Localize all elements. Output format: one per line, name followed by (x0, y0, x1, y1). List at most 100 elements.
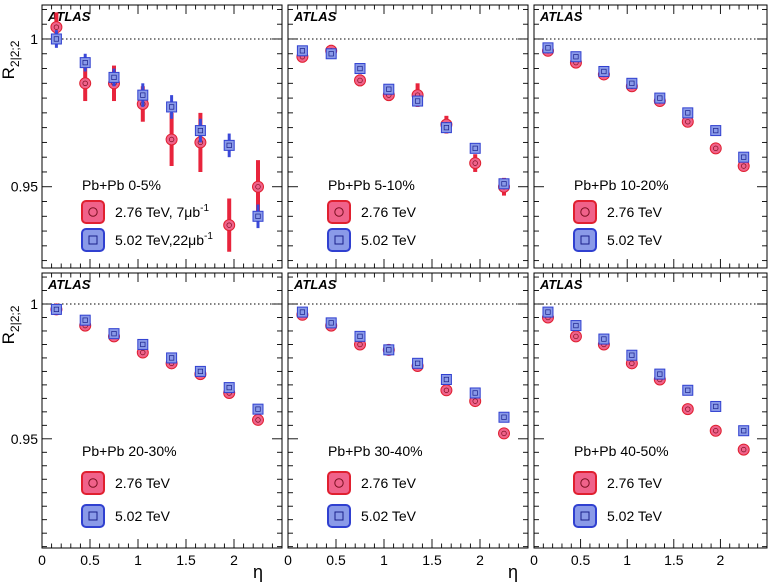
legend-swatch-276 (327, 200, 351, 224)
data-point (440, 122, 452, 134)
x-tick-label: 1.5 (176, 552, 196, 568)
data-point-inner (169, 104, 175, 110)
legend-marker-circle (580, 478, 590, 488)
data-point (709, 142, 722, 155)
data-point (296, 45, 308, 57)
data-point-inner (472, 160, 478, 166)
legend-marker-circle (334, 207, 344, 217)
legend: Pb+Pb 0-5% 2.76 TeV, 7μb-1 5.02 TeV,22μb-1 (81, 177, 213, 252)
data-point-inner (629, 352, 635, 358)
y-tick-label: 0.95 (11, 179, 38, 195)
x-tick-label: 0 (284, 552, 292, 568)
legend-swatch-276 (573, 200, 597, 224)
data-point-inner (255, 417, 261, 423)
legend-marker-square (580, 235, 590, 245)
x-ticks (287, 5, 529, 268)
legend-label-s276: 2.76 TeV (361, 475, 417, 491)
data-point-inner (328, 51, 334, 57)
data-point-inner (255, 406, 261, 412)
panel-0: 1 0.95 ATLAS Pb+Pb 0-5% 2.76 TeV, 7μb-1 5.02 … (11, 4, 283, 269)
data-point (137, 338, 149, 350)
series-s502 (542, 42, 750, 163)
data-point (709, 424, 722, 437)
data-point (50, 33, 62, 45)
data-point-inner (685, 119, 691, 125)
data-point (252, 180, 264, 193)
data-point (194, 365, 206, 377)
panels: 1 0.95 ATLAS Pb+Pb 0-5% 2.76 TeV, 7μb-1 5.02 … (11, 4, 768, 568)
data-point (165, 133, 178, 146)
data-point-inner (82, 60, 88, 66)
x-tick-label: 0 (530, 552, 538, 568)
data-point (469, 142, 481, 154)
data-point (108, 71, 120, 83)
legend-label-s502: 5.02 TeV (361, 232, 417, 248)
data-point-inner (545, 45, 551, 51)
data-point (252, 413, 264, 426)
panel-frame (41, 272, 283, 549)
panel-frame (287, 272, 529, 549)
data-point-inner (53, 306, 60, 312)
panel-1: ATLAS Pb+Pb 5-10% 2.76 TeV 5.02 TeV (287, 4, 529, 269)
centrality-label: Pb+Pb 0-5% (82, 177, 161, 193)
data-point-inner (501, 430, 507, 437)
data-point (325, 317, 337, 329)
centrality-label: Pb+Pb 5-10% (328, 177, 415, 193)
data-point (682, 107, 694, 119)
legend: Pb+Pb 20-30% 2.76 TeV 5.02 TeV (81, 443, 177, 528)
experiment-label: ATLAS (539, 9, 583, 24)
legend-swatch-276 (81, 471, 105, 495)
data-point-inner (386, 86, 392, 92)
panel-frame (533, 4, 768, 269)
data-point-inner (140, 341, 146, 348)
data-point (383, 344, 395, 356)
data-point (469, 387, 481, 399)
data-point-inner (357, 341, 363, 348)
data-point (166, 352, 178, 364)
y-tick-label: 1 (30, 296, 38, 312)
data-point (498, 427, 510, 440)
legend-marker-circle (88, 478, 98, 488)
data-point (412, 95, 424, 107)
series-s276 (296, 308, 510, 440)
data-point (252, 403, 264, 415)
y-ticks (42, 8, 282, 262)
x-ticks (533, 273, 768, 548)
data-point-inner (657, 371, 663, 377)
data-point (166, 101, 178, 113)
legend: Pb+Pb 10-20% 2.76 TeV 5.02 TeV (573, 177, 669, 252)
data-point-inner (168, 136, 175, 143)
y-ticks (288, 276, 528, 548)
series-s502 (50, 30, 264, 229)
panel-frame (41, 4, 283, 269)
series-s502 (542, 306, 750, 437)
data-point (710, 125, 722, 137)
panel-3: 1 0.95 0 0.5 1 1.5 2 ATLAS Pb+Pb 20-30% 2.76 TeV 5… (11, 272, 283, 568)
data-point-inner (472, 398, 478, 404)
data-point (569, 330, 582, 343)
legend-label-s502: 5.02 TeV (607, 508, 663, 524)
data-point (626, 77, 638, 89)
data-point-inner (357, 333, 363, 339)
data-point-inner (713, 145, 719, 151)
data-point (570, 51, 582, 63)
data-point-inner (226, 222, 232, 228)
centrality-label: Pb+Pb 10-20% (574, 177, 669, 193)
data-point (354, 63, 366, 75)
legend-marker-square (580, 511, 590, 521)
x-ticks (41, 5, 283, 268)
data-point (440, 373, 452, 385)
y-ticks (534, 276, 767, 548)
data-point (252, 210, 264, 222)
data-point-inner (140, 92, 146, 98)
data-point-inner (501, 414, 507, 420)
x-ticks (287, 273, 529, 548)
data-point-inner (601, 68, 607, 75)
data-point (682, 384, 694, 396)
data-point-inner (573, 54, 579, 60)
legend-marker-circle (580, 207, 590, 217)
data-point-inner (657, 95, 663, 101)
series-s276 (541, 44, 750, 173)
data-point (137, 89, 149, 101)
panel-frame (533, 272, 768, 549)
